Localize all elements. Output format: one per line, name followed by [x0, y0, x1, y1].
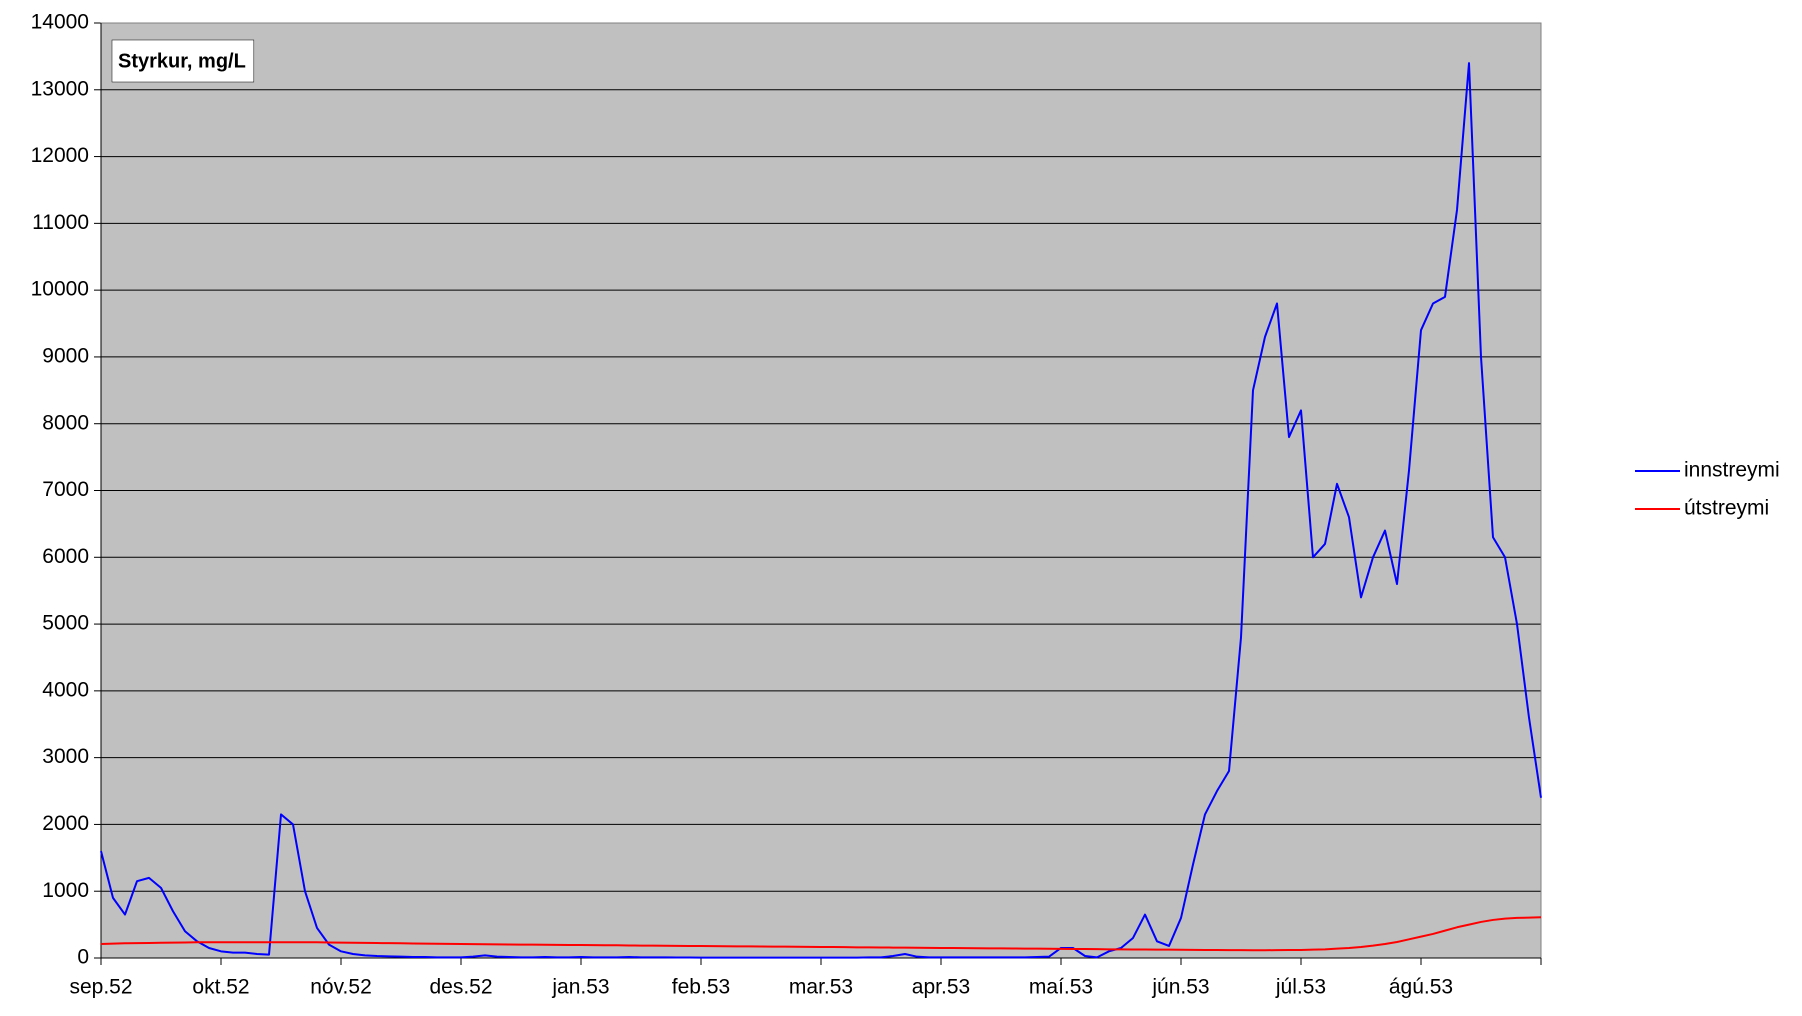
series-line [100, 62, 1542, 959]
x-tick-label: okt.52 [192, 976, 249, 999]
y-tick-label: 7000 [42, 478, 89, 501]
y-tick-label: 11000 [32, 211, 89, 234]
y-tick-label: 6000 [42, 545, 89, 568]
x-tick-label: mar.53 [789, 976, 853, 999]
y-tick-label: 5000 [42, 612, 89, 635]
y-tick-label: 4000 [42, 678, 89, 701]
legend-label: innstreymi [1684, 459, 1780, 482]
y-tick-label: 12000 [31, 144, 89, 167]
x-tick-label: des.52 [429, 976, 492, 999]
x-tick-label: feb.53 [672, 976, 730, 999]
y-tick-label: 1000 [42, 879, 89, 902]
chart-title: Styrkur, mg/L [118, 50, 246, 72]
y-tick-label: 0 [77, 946, 89, 969]
legend-label: útstreymi [1684, 497, 1769, 520]
title-box [111, 39, 255, 83]
y-tick-label: 10000 [31, 278, 89, 301]
x-tick-label: apr.53 [912, 976, 970, 999]
x-tick-label: júl.53 [1275, 976, 1326, 999]
x-tick-label: jún.53 [1151, 976, 1209, 999]
y-tick-label: 9000 [42, 344, 89, 367]
x-tick-label: sep.52 [69, 976, 132, 999]
y-tick-label: 13000 [31, 77, 89, 100]
x-tick-label: jan.53 [551, 976, 609, 999]
x-tick-label: maí.53 [1029, 976, 1093, 999]
series-line [100, 916, 1542, 952]
x-tick-label: nóv.52 [310, 976, 372, 999]
x-tick-label: ágú.53 [1389, 976, 1453, 999]
y-tick-label: 8000 [42, 411, 89, 434]
y-tick-label: 3000 [42, 745, 89, 768]
y-tick-label: 2000 [42, 812, 89, 835]
y-tick-label: 14000 [31, 11, 89, 34]
